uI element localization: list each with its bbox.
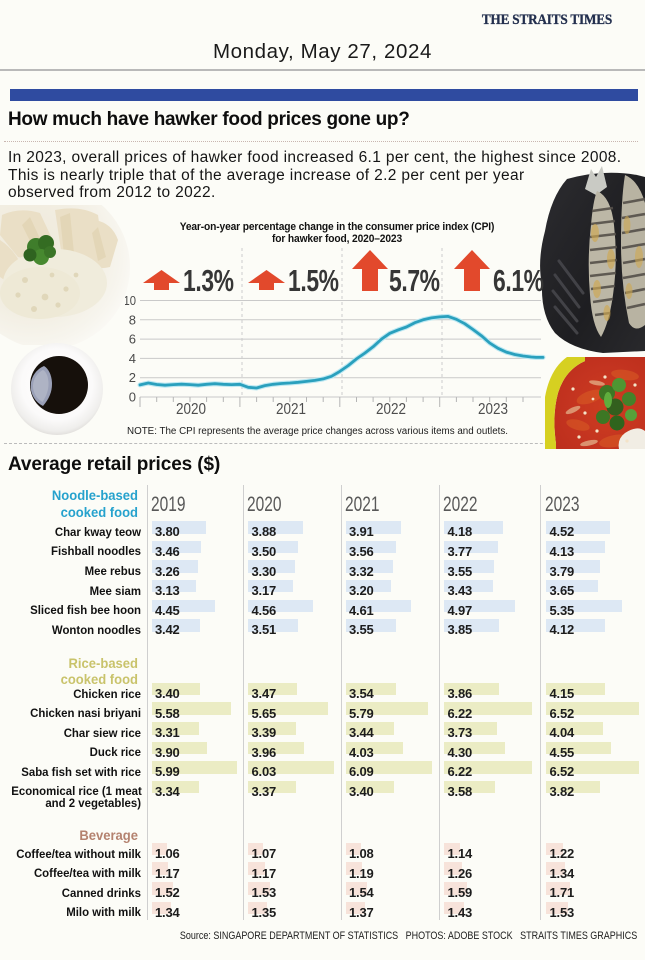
svg-text:4: 4 [129,351,136,366]
svg-text:2: 2 [129,370,136,385]
svg-text:10: 10 [125,293,136,308]
svg-text:2022: 2022 [376,401,406,418]
svg-text:8: 8 [129,312,136,327]
svg-text:2023: 2023 [478,401,508,418]
svg-text:2021: 2021 [276,401,306,418]
svg-text:2020: 2020 [176,401,206,418]
svg-text:0: 0 [129,390,136,405]
svg-text:6: 6 [129,332,136,347]
